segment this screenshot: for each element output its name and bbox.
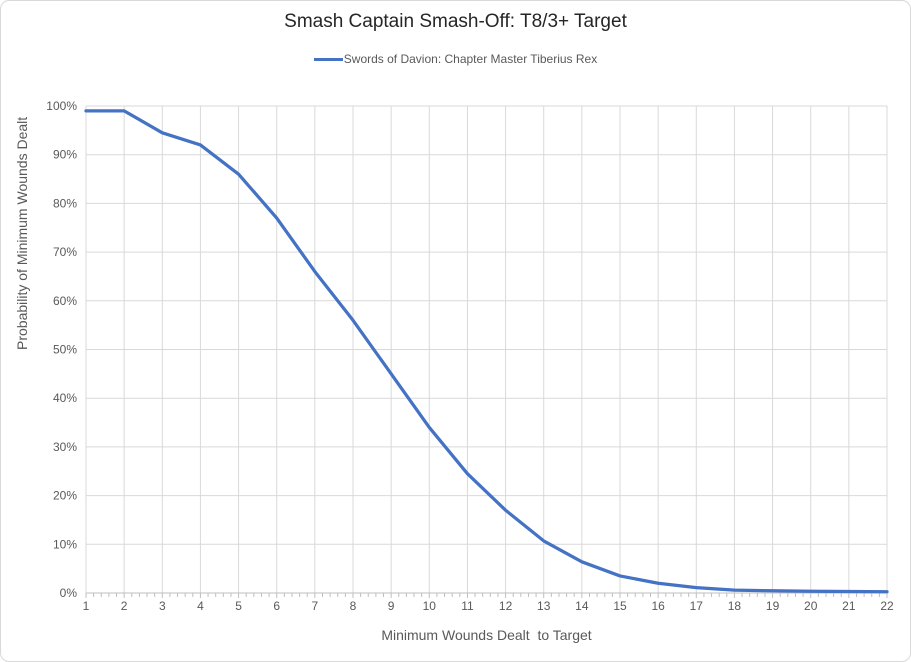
- y-tick-label: 80%: [53, 196, 77, 210]
- x-tick-label: 5: [235, 599, 242, 613]
- series-line: [84, 109, 889, 594]
- y-tick-label: 0%: [60, 586, 78, 600]
- x-tick-label: 9: [388, 599, 395, 613]
- x-tick-label: 11: [461, 599, 474, 613]
- legend: Swords of Davion: Chapter Master Tiberiu…: [1, 52, 910, 66]
- x-tick-label: 19: [766, 599, 780, 613]
- x-tick-label: 2: [121, 599, 128, 613]
- x-tick-label: 21: [842, 599, 856, 613]
- x-tick-label: 16: [651, 599, 665, 613]
- x-tick-label: 13: [537, 599, 551, 613]
- y-tick-label: 50%: [53, 343, 77, 357]
- x-tick-label: 15: [613, 599, 627, 613]
- y-tick-label: 20%: [53, 489, 77, 503]
- y-tick-label: 70%: [53, 245, 77, 259]
- x-tick-label: 3: [159, 599, 166, 613]
- x-tick-label: 6: [273, 599, 280, 613]
- legend-line-marker: [313, 57, 343, 61]
- y-tick-label: 100%: [46, 99, 77, 113]
- y-tick-label: 90%: [53, 148, 77, 162]
- y-tick-label: 30%: [53, 440, 77, 454]
- y-tick-label: 60%: [53, 294, 77, 308]
- chart-title: Smash Captain Smash-Off: T8/3+ Target: [284, 11, 627, 32]
- y-tick-label: 10%: [53, 537, 77, 551]
- x-tick-label: 8: [350, 599, 357, 613]
- x-tick-label: 18: [728, 599, 742, 613]
- x-axis-title: Minimum Wounds Dealt to Target: [381, 627, 592, 643]
- x-tick-label: 4: [197, 599, 204, 613]
- y-tick-label: 40%: [53, 391, 77, 405]
- x-tick-label: 7: [312, 599, 319, 613]
- x-tick-label: 10: [423, 599, 437, 613]
- x-tick-label: 20: [804, 599, 818, 613]
- x-tick-label: 12: [499, 599, 513, 613]
- x-tick-label: 17: [690, 599, 704, 613]
- x-tick-label: 14: [575, 599, 589, 613]
- legend-series-label: Swords of Davion: Chapter Master Tiberiu…: [343, 52, 598, 66]
- x-tick-label: 1: [83, 599, 90, 613]
- x-tick-label: 22: [880, 599, 894, 613]
